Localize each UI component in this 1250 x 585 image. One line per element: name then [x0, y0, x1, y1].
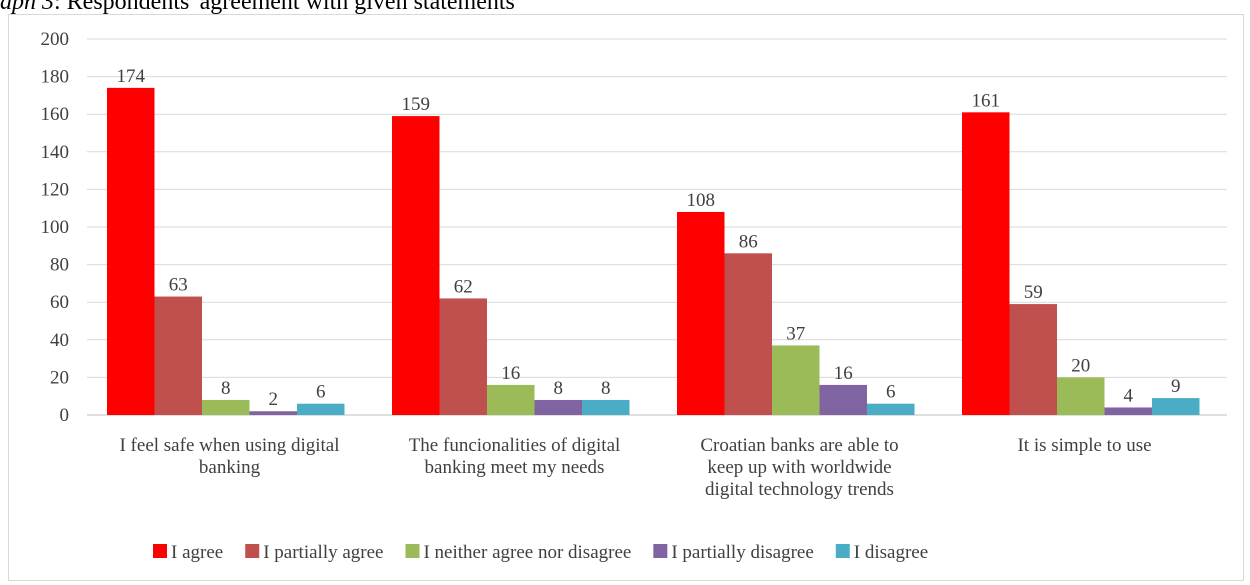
- x-category-label: digital technology trends: [705, 479, 894, 500]
- y-tick-label: 180: [41, 67, 70, 88]
- data-label: 6: [886, 382, 896, 403]
- caption-text: : Respondents' agreement with given stat…: [54, 0, 515, 15]
- data-label: 174: [117, 66, 146, 87]
- bar: [297, 403, 345, 415]
- caption-prefix: aph 3: [0, 0, 54, 15]
- data-label: 8: [601, 378, 611, 399]
- data-label: 8: [554, 378, 564, 399]
- x-category-label: It is simple to use: [1017, 435, 1151, 456]
- data-label: 62: [454, 276, 473, 297]
- data-label: 108: [687, 190, 716, 211]
- chart: 0204060801001201401601802001741591081616…: [41, 29, 1227, 563]
- data-label: 37: [786, 323, 805, 344]
- bar: [867, 403, 915, 415]
- bar: [677, 211, 725, 415]
- y-tick-label: 200: [41, 29, 70, 50]
- y-tick-label: 60: [50, 292, 69, 313]
- bar: [154, 296, 202, 415]
- bar: [819, 384, 867, 415]
- data-label: 16: [501, 363, 520, 384]
- x-category-label: The funcionalities of digital: [409, 435, 621, 456]
- bar: [249, 411, 297, 415]
- legend-label: I partially agree: [263, 542, 383, 563]
- y-tick-label: 100: [41, 217, 70, 238]
- bar: [582, 399, 630, 415]
- y-tick-label: 20: [50, 367, 69, 388]
- data-label: 4: [1124, 385, 1134, 406]
- legend-swatch: [153, 544, 167, 558]
- y-tick-label: 40: [50, 330, 69, 351]
- bar: [772, 345, 820, 415]
- legend-label: I partially disagree: [671, 542, 813, 563]
- legend-swatch: [405, 544, 420, 558]
- legend-swatch: [653, 544, 668, 558]
- legend-label: I agree: [171, 542, 223, 563]
- data-label: 159: [402, 94, 431, 115]
- y-tick-label: 140: [41, 142, 70, 163]
- x-category-label: banking: [199, 457, 261, 478]
- data-label: 2: [269, 389, 279, 410]
- legend-swatch: [835, 544, 850, 558]
- y-tick-label: 160: [41, 104, 70, 125]
- legend-label: I neither agree nor disagree: [423, 542, 631, 563]
- data-label: 16: [834, 363, 853, 384]
- figure-caption: aph 3: Respondents' agreement with given…: [0, 0, 515, 18]
- y-tick-label: 120: [41, 179, 70, 200]
- data-label: 63: [169, 275, 188, 296]
- data-label: 6: [316, 382, 326, 403]
- bar: [107, 87, 155, 415]
- bar: [724, 253, 772, 415]
- data-label: 20: [1071, 355, 1090, 376]
- bar: [534, 399, 582, 415]
- data-label: 59: [1024, 282, 1043, 303]
- x-category-label: keep up with worldwide: [707, 457, 891, 478]
- x-category-label: banking meet my needs: [425, 457, 605, 478]
- bar: [392, 116, 440, 415]
- bar: [439, 298, 487, 415]
- bar: [962, 112, 1010, 415]
- bar: [487, 384, 535, 415]
- data-label: 8: [221, 378, 231, 399]
- x-category-label: Croatian banks are able to: [700, 435, 898, 456]
- data-label: 86: [739, 231, 758, 252]
- bar: [1152, 398, 1200, 415]
- bar: [1104, 407, 1152, 415]
- data-label: 161: [972, 90, 1001, 111]
- bar: [1057, 377, 1105, 415]
- x-category-label: I feel safe when using digital: [119, 435, 339, 456]
- data-label: 9: [1171, 376, 1181, 397]
- bar: [1009, 304, 1057, 415]
- y-tick-label: 80: [50, 255, 69, 276]
- bar: [202, 399, 250, 415]
- legend-swatch: [245, 544, 260, 558]
- y-tick-label: 0: [60, 405, 70, 426]
- legend-label: I disagree: [854, 542, 928, 563]
- chart-frame: 0 20 40 60 80 100 120 140 160 180 200 174 159 108 161 6…: [8, 14, 1244, 581]
